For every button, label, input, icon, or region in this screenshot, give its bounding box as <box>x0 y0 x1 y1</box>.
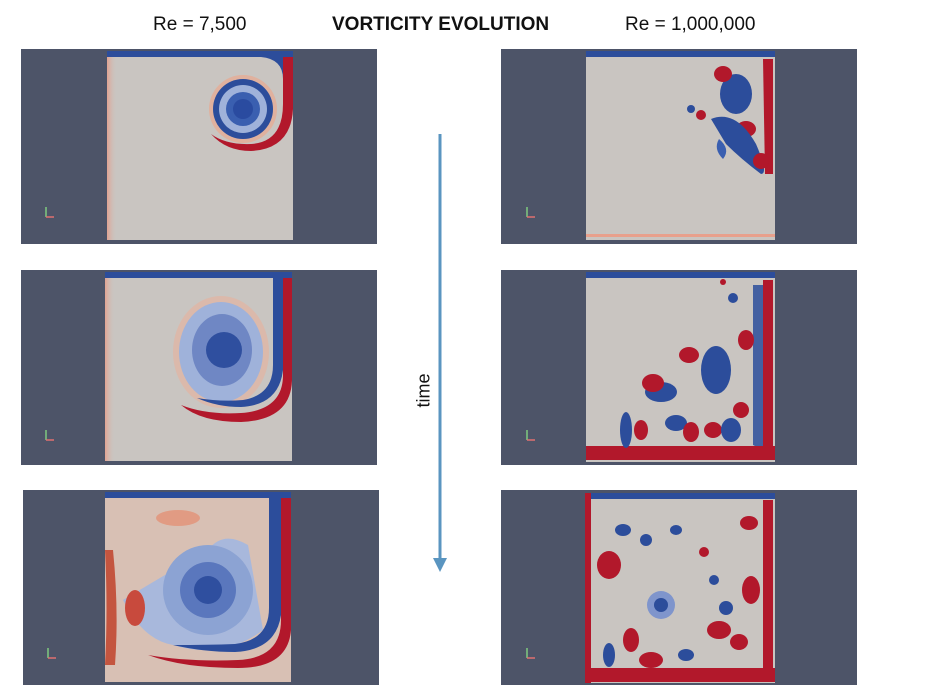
right-column-title: Re = 1,000,000 <box>625 14 756 35</box>
vorticity-panel-re1e6-t1 <box>501 49 857 244</box>
time-arrow-icon <box>433 134 447 572</box>
vorticity-panel-re1e6-t3 <box>501 490 857 685</box>
axes-triad-icon <box>45 207 54 218</box>
axes-triad-icon <box>47 648 56 659</box>
vorticity-panel-re7500-t1 <box>21 49 377 244</box>
axes-triad-icon <box>526 648 535 659</box>
axes-triad-icon <box>526 430 535 441</box>
vorticity-panel-re7500-t2 <box>21 270 377 465</box>
time-axis-label: time <box>413 373 434 408</box>
figure-title: VORTICITY EVOLUTION <box>332 14 550 35</box>
vorticity-panel-re1e6-t2 <box>501 270 857 465</box>
vorticity-panel-re7500-t3 <box>23 490 379 685</box>
left-column-title: Re = 7,500 <box>153 14 247 35</box>
axes-triad-icon <box>526 207 535 218</box>
axes-triad-icon <box>45 430 54 441</box>
